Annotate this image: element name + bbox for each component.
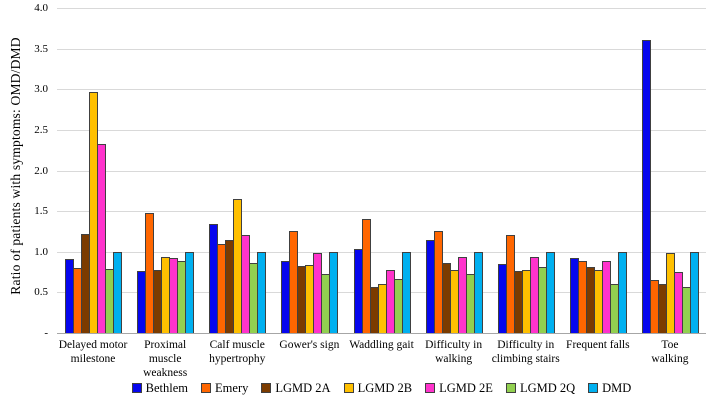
legend-item-lgmd-2a: LGMD 2A	[261, 380, 331, 396]
bar-group	[425, 231, 483, 333]
legend-label: DMD	[602, 380, 632, 395]
bar-dmd	[113, 252, 123, 333]
y-tick-label: 4.0	[34, 2, 48, 14]
legend-swatch	[588, 383, 599, 393]
x-axis-category-label: Calf muscle hypertrophy	[209, 339, 266, 365]
bar-dmd	[257, 252, 267, 333]
legend-swatch	[425, 383, 436, 393]
plot-area	[57, 8, 706, 334]
legend-label: Bethlem	[145, 380, 189, 395]
legend-label: LGMD 2A	[275, 380, 331, 395]
y-tick-label: 1.0	[34, 245, 48, 258]
legend-swatch	[343, 383, 354, 393]
x-axis-category-label: Frequent falls	[566, 339, 630, 351]
y-tick-label: 0.5	[34, 286, 48, 299]
gridline-2.5	[57, 129, 706, 131]
bar-bethlem	[641, 40, 651, 333]
legend-item-lgmd-2e: LGMD 2E	[425, 381, 493, 396]
bar-group	[569, 252, 627, 333]
x-axis-category-label: Delayed motor milestone	[58, 339, 128, 365]
bar-dmd	[473, 252, 483, 333]
y-tick-label: 2.0	[34, 164, 48, 177]
y-tick-label: 3.5	[34, 42, 48, 55]
bar-dmd	[401, 252, 411, 333]
legend-label: LGMD 2E	[439, 380, 493, 395]
bar-group	[65, 92, 123, 333]
x-axis-category-label: Proximal muscle weakness	[143, 339, 188, 379]
legend: Bethlem Emery LGMD 2A LGMD 2B LGMD 2E LGMD 2Q…	[57, 379, 706, 397]
legend-swatch	[131, 383, 142, 393]
y-tick-label: -	[44, 327, 48, 339]
gridline-4	[57, 8, 706, 9]
x-axis-category-label: Gower's sign	[279, 339, 340, 351]
legend-item-lgmd-2q: LGMD 2Q	[505, 380, 576, 396]
legend-label: LGMD 2Q	[519, 380, 576, 395]
bar-group	[281, 231, 339, 333]
legend-item-bethlem: Bethlem	[131, 380, 189, 396]
legend-label: LGMD 2B	[357, 380, 413, 395]
y-tick-label: 3.0	[34, 83, 48, 96]
gridline-2	[57, 170, 706, 172]
gridline-3.5	[57, 48, 706, 50]
x-axis-category-label: Toe walking	[651, 339, 689, 365]
bar-group	[209, 199, 267, 333]
bar-dmd	[329, 252, 339, 333]
gridline-1	[57, 251, 706, 253]
legend-swatch	[261, 383, 272, 393]
legend-item-dmd: DMD	[588, 381, 631, 396]
legend-label: Emery	[215, 380, 249, 395]
x-axis-line	[57, 333, 706, 334]
bar-emery	[361, 219, 371, 333]
bar-dmd	[185, 252, 195, 333]
bar-group	[641, 40, 699, 333]
gridline-1.5	[57, 211, 706, 213]
bar-dmd	[545, 252, 555, 333]
legend-swatch	[505, 383, 516, 393]
bar-group	[353, 219, 411, 333]
bar-group	[497, 235, 555, 333]
bar-dmd	[689, 252, 699, 333]
x-axis-category-label: Difficulty in climbing stairs	[491, 339, 560, 365]
bar-dmd	[617, 252, 627, 333]
legend-item-lgmd-2b: LGMD 2B	[343, 380, 413, 396]
legend-item-emery: Emery	[201, 381, 248, 396]
y-tick-label: 2.5	[34, 123, 48, 136]
gridline-3	[57, 89, 706, 91]
bar-group	[137, 213, 195, 333]
legend-swatch	[201, 383, 212, 393]
x-axis-category-label: Waddling gait	[349, 339, 414, 351]
y-tick-label: 1.5	[34, 205, 48, 218]
x-axis-category-label: Difficulty in walking	[425, 339, 483, 365]
bar-lgmd-2e	[97, 144, 107, 333]
